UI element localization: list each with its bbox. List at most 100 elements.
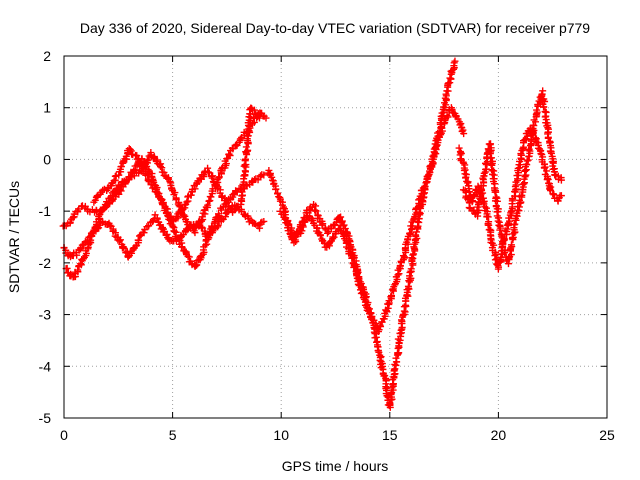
data-point	[523, 157, 531, 165]
data-point	[330, 233, 338, 241]
data-point	[443, 112, 451, 120]
data-point	[506, 217, 514, 225]
data-point	[488, 170, 496, 178]
data-point	[63, 264, 71, 272]
data-point	[242, 155, 250, 163]
y-tick-label: -3	[39, 307, 52, 323]
data-point	[521, 167, 529, 175]
x-tick-label: 10	[273, 427, 289, 443]
data-point	[444, 79, 452, 87]
data-point	[96, 206, 104, 214]
data-point	[512, 178, 520, 186]
data-point	[91, 196, 99, 204]
data-point	[250, 106, 258, 114]
data-point	[74, 266, 82, 274]
data-point	[525, 146, 533, 154]
data-point	[389, 380, 397, 388]
data-point	[501, 249, 509, 257]
data-point	[126, 146, 134, 154]
data-point	[396, 329, 404, 337]
data-point	[159, 224, 167, 232]
data-point	[66, 218, 74, 226]
data-point	[117, 162, 125, 170]
series-track-g	[455, 125, 565, 273]
data-point	[250, 118, 258, 126]
data-point	[407, 265, 415, 273]
data-point	[543, 167, 551, 175]
data-point	[484, 221, 492, 229]
data-point	[350, 263, 358, 271]
data-point	[114, 184, 122, 192]
tick-labels: 0 5 10 15 20 25 -5 -4 -3 -2 -1 0 1 2	[39, 48, 615, 443]
data-point	[557, 176, 565, 184]
data-point	[77, 245, 85, 253]
y-tick-label: -2	[39, 255, 52, 271]
x-axis-label: GPS time / hours	[282, 458, 389, 474]
data-point	[406, 268, 414, 276]
y-tick-label: -4	[39, 358, 52, 374]
data-point	[550, 191, 558, 199]
y-tick-label: 1	[43, 100, 51, 116]
data-point	[427, 161, 435, 169]
x-tick-label: 15	[382, 427, 398, 443]
data-point	[223, 155, 231, 163]
data-point	[375, 326, 383, 334]
data-point	[496, 226, 504, 234]
y-tick-label: -1	[39, 203, 52, 219]
data-point	[485, 140, 493, 148]
data-point	[262, 114, 270, 122]
data-point	[191, 185, 199, 193]
data-point	[544, 134, 552, 142]
series-track-e	[264, 57, 459, 411]
data-point	[491, 188, 499, 196]
data-point	[462, 173, 470, 181]
data-point	[291, 236, 299, 244]
x-tick-label: 20	[491, 427, 507, 443]
data-point	[521, 136, 529, 144]
data-point	[507, 251, 515, 259]
data-point	[493, 197, 501, 205]
data-point	[409, 251, 417, 259]
data-point	[415, 196, 423, 204]
data-point	[274, 189, 282, 197]
data-point	[446, 74, 454, 82]
data-point	[214, 210, 222, 218]
data-point	[156, 163, 164, 171]
data-point	[494, 217, 502, 225]
data-point	[518, 191, 526, 199]
data-point	[387, 292, 395, 300]
data-point	[106, 221, 114, 229]
data-point	[214, 221, 222, 229]
data-point	[401, 308, 409, 316]
data-point	[514, 164, 522, 172]
data-point	[358, 289, 366, 297]
data-point	[144, 176, 152, 184]
data-point	[326, 238, 334, 246]
data-point	[100, 204, 108, 212]
data-point	[197, 217, 205, 225]
data-point	[516, 161, 524, 169]
data-point	[388, 286, 396, 294]
data-point	[430, 148, 438, 156]
data-point	[316, 232, 324, 240]
data-point	[127, 173, 135, 181]
data-point	[240, 162, 248, 170]
data-point	[557, 192, 565, 200]
data-point	[183, 198, 191, 206]
data-point	[522, 160, 530, 168]
data-point	[312, 207, 320, 215]
data-point	[537, 150, 545, 158]
data-point	[444, 113, 452, 121]
data-point	[451, 57, 459, 65]
data-point	[400, 253, 408, 261]
data-point	[136, 157, 144, 165]
data-point	[400, 303, 408, 311]
data-point	[543, 176, 551, 184]
data-point	[337, 213, 345, 221]
data-point	[260, 171, 268, 179]
y-tick-label: 0	[43, 151, 51, 167]
data-point	[422, 179, 430, 187]
data-point	[135, 236, 143, 244]
data-point	[191, 224, 199, 232]
data-points	[59, 57, 565, 411]
